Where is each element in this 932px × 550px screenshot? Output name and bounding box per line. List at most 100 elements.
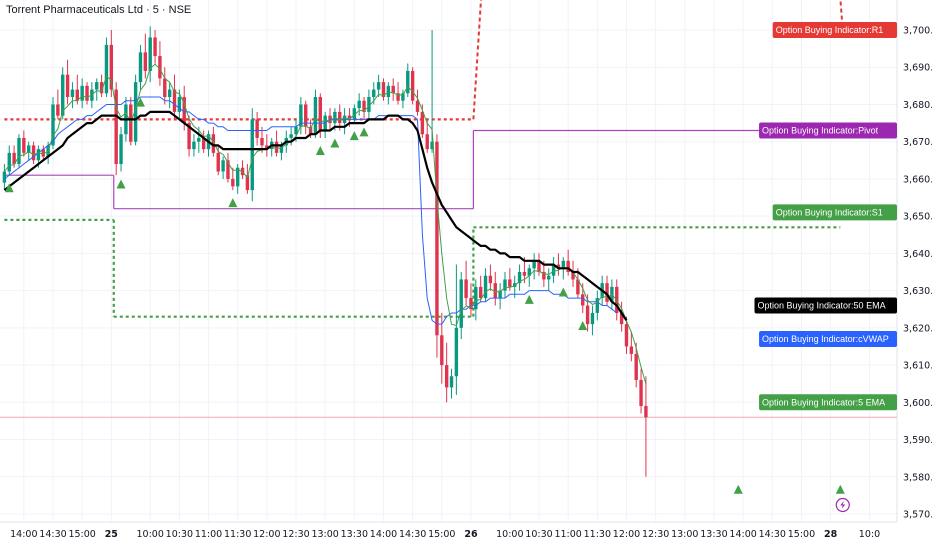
candle bbox=[119, 134, 123, 165]
candle bbox=[187, 123, 191, 150]
candle bbox=[221, 160, 225, 172]
candle bbox=[80, 85, 84, 101]
chart-grid bbox=[0, 0, 898, 523]
candle bbox=[289, 134, 293, 138]
candle bbox=[265, 145, 269, 150]
candle bbox=[274, 141, 279, 153]
candle bbox=[163, 78, 167, 98]
candle bbox=[644, 406, 648, 418]
price-axis[interactable]: 3,570.00 3,580.00 3,590.00 3,600.00 3,610.00… bbox=[903, 26, 932, 521]
price-tick-label: 3,580.00 bbox=[903, 472, 932, 483]
price-tick-label: 3,680.00 bbox=[903, 100, 932, 111]
time-tick-label: 13:00 bbox=[671, 529, 698, 540]
indicator-label-box bbox=[759, 394, 897, 411]
time-tick-label: 11:00 bbox=[554, 529, 581, 540]
candle bbox=[595, 298, 600, 313]
candle bbox=[566, 260, 570, 272]
time-tick-label: 14:00 bbox=[10, 529, 37, 540]
candle bbox=[639, 379, 643, 407]
time-axis[interactable]: 14:00 14:30 15:00 25 10:00 10:30 11:00 11:30 12:… bbox=[10, 529, 880, 540]
candle bbox=[537, 260, 541, 272]
candle bbox=[381, 82, 386, 98]
candle bbox=[172, 89, 177, 112]
candle bbox=[231, 178, 235, 187]
indicator-labels: Option Buying Indicator:R1 Option Buying … bbox=[754, 22, 897, 411]
indicator-label-box bbox=[772, 22, 897, 38]
buy-signal-arrow bbox=[558, 287, 568, 297]
buy-signal-arrow bbox=[315, 145, 325, 155]
time-tick-label: 10:0 bbox=[859, 529, 880, 540]
time-tick-label: 13:30 bbox=[341, 529, 368, 540]
candle bbox=[51, 104, 55, 146]
candle bbox=[401, 93, 405, 101]
candle bbox=[211, 134, 216, 153]
candle bbox=[99, 82, 104, 94]
candle bbox=[260, 137, 264, 146]
indicator-lines bbox=[3, 63, 647, 385]
price-tick-label: 3,650.00 bbox=[903, 212, 932, 223]
candle bbox=[177, 97, 182, 112]
indicator-label-box bbox=[759, 122, 897, 139]
candle bbox=[420, 111, 425, 135]
candle bbox=[41, 149, 45, 157]
lightning-icon-bolt bbox=[840, 501, 846, 509]
candle bbox=[75, 89, 79, 101]
candle bbox=[138, 52, 143, 83]
time-tick-label: 10:30 bbox=[525, 529, 552, 540]
candle bbox=[70, 89, 75, 98]
buy-signal-arrow bbox=[349, 131, 359, 141]
candle bbox=[201, 137, 206, 150]
candle bbox=[235, 167, 240, 187]
candle bbox=[503, 279, 507, 291]
candle bbox=[454, 327, 459, 377]
candle bbox=[104, 44, 109, 94]
candle bbox=[192, 141, 196, 150]
candle bbox=[338, 111, 342, 124]
candle bbox=[478, 286, 483, 299]
time-tick-label: 12:00 bbox=[253, 529, 280, 540]
candle bbox=[56, 104, 60, 116]
price-tick-label: 3,630.00 bbox=[903, 286, 932, 297]
time-tick-label: 25 bbox=[105, 529, 118, 540]
indicator-label: Option Buying Indicator:S1 bbox=[776, 207, 883, 217]
buy-signal-arrow bbox=[524, 294, 534, 304]
indicator-label: Option Buying Indicator:R1 bbox=[776, 25, 884, 35]
candle bbox=[513, 283, 517, 287]
buy-signal-arrow bbox=[4, 183, 14, 193]
candle bbox=[551, 264, 556, 276]
candle bbox=[2, 171, 7, 183]
candle bbox=[542, 272, 546, 280]
candle bbox=[357, 100, 361, 109]
buy-signal-arrow bbox=[359, 127, 369, 137]
time-tick-label: 26 bbox=[464, 529, 478, 540]
candle bbox=[532, 260, 536, 269]
lightning-icon[interactable] bbox=[835, 497, 850, 513]
indicator-label-box bbox=[772, 204, 897, 221]
candle bbox=[294, 126, 298, 135]
candle bbox=[464, 279, 468, 299]
candle bbox=[133, 82, 138, 142]
ema50-line bbox=[3, 110, 628, 322]
candle bbox=[561, 260, 565, 269]
price-tick-label: 3,570.00 bbox=[903, 510, 932, 521]
time-tick-label: 11:30 bbox=[584, 529, 611, 540]
time-tick-label: 14:30 bbox=[39, 529, 66, 540]
buy-signal-arrow bbox=[228, 198, 238, 208]
buy-signal-arrow bbox=[578, 320, 588, 330]
chart-title: Torrent Pharmaceuticals Ltd · 5 · NSE bbox=[6, 4, 191, 16]
time-tick-label: 10:30 bbox=[166, 529, 193, 540]
time-tick-label: 28 bbox=[824, 529, 838, 540]
time-tick-label: 10:00 bbox=[496, 529, 523, 540]
candle bbox=[517, 272, 522, 284]
candle bbox=[182, 97, 186, 124]
candle bbox=[313, 97, 318, 135]
candle bbox=[255, 119, 259, 138]
candle bbox=[547, 275, 551, 280]
candle bbox=[410, 70, 415, 101]
time-tick-label: 15:00 bbox=[68, 529, 95, 540]
price-tick-label: 3,610.00 bbox=[903, 361, 932, 372]
candle bbox=[571, 272, 575, 280]
candle bbox=[347, 115, 352, 120]
candle bbox=[576, 279, 580, 295]
